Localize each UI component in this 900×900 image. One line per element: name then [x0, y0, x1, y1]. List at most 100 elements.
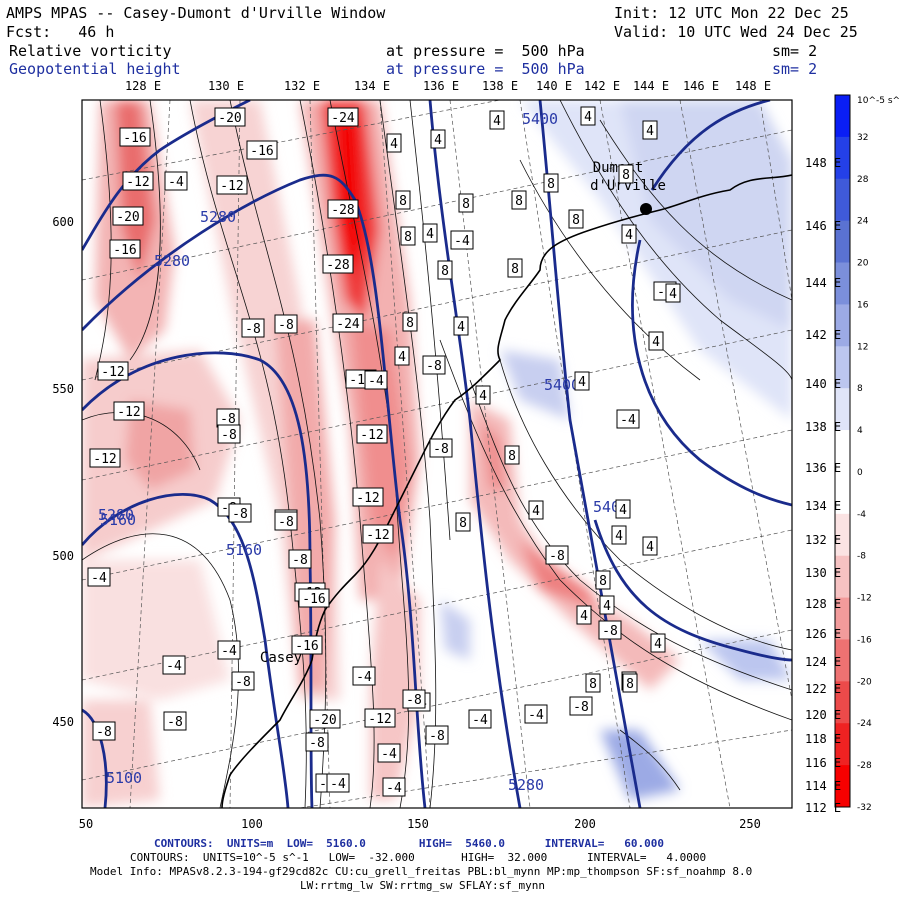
colorbar-label: 16	[857, 300, 869, 310]
top-lon-label: 128 E	[125, 79, 161, 93]
svg-text:8: 8	[462, 197, 470, 212]
svg-text:4: 4	[646, 124, 654, 139]
colorbar-label: -20	[857, 677, 872, 687]
colorbar-swatch	[835, 681, 850, 724]
colorbar-swatch	[835, 262, 850, 305]
svg-text:-12: -12	[356, 491, 379, 506]
field1-name: Relative vorticity	[9, 42, 172, 60]
vorticity-value-label: -4	[468, 709, 492, 729]
svg-text:4: 4	[584, 110, 592, 125]
colorbar-label: 12	[857, 342, 868, 352]
svg-text:-4: -4	[528, 708, 544, 723]
model-title: AMPS MPAS -- Casey-Dumont d'Urville Wind…	[6, 4, 386, 22]
svg-text:4: 4	[479, 389, 487, 404]
vorticity-value-label: 4	[650, 633, 666, 653]
right-lon-label: 146 E	[805, 219, 841, 233]
svg-text:4: 4	[578, 375, 586, 390]
right-lon-label: 114 E	[805, 779, 841, 793]
colorbar-label: 28	[857, 175, 869, 185]
height-contour-label: 5280	[154, 252, 190, 270]
model-info: Model Info: MPASv8.2.3-194-gf29cd82c CU:…	[90, 865, 753, 878]
svg-text:-8: -8	[406, 693, 422, 708]
colorbar-label: -32	[857, 803, 872, 813]
vorticity-value-label: -8	[217, 424, 241, 444]
svg-text:-8: -8	[429, 729, 445, 744]
svg-text:4: 4	[654, 637, 662, 652]
vorticity-value-label: -4	[326, 773, 350, 793]
field1-level: at pressure = 500 hPa	[386, 42, 585, 60]
colorbar-label: 20	[857, 259, 869, 269]
vorticity-value-label: 4	[574, 371, 590, 391]
vorticity-value-label: 8	[455, 512, 471, 532]
vorticity-value-label: 8	[395, 190, 411, 210]
vorticity-value-label: 4	[615, 499, 631, 519]
station-label: Dumont	[593, 160, 644, 176]
vorticity-value-label: -4	[164, 171, 188, 191]
svg-text:-8: -8	[602, 624, 618, 639]
vorticity-value-label: -12	[89, 448, 121, 468]
vorticity-value-label: -28	[322, 254, 354, 274]
height-contour-label: 5160	[226, 541, 262, 559]
bottom-grid-label: 200	[574, 817, 596, 831]
svg-text:-8: -8	[232, 507, 248, 522]
colorbar-label: -12	[857, 594, 872, 604]
svg-text:-16: -16	[295, 639, 318, 654]
bottom-grid-label: 100	[241, 817, 263, 831]
vorticity-value-label: -4	[616, 409, 640, 429]
right-lon-label: 144 E	[805, 276, 841, 290]
colorbar-swatch	[835, 388, 850, 431]
colorbar-swatch	[835, 471, 850, 515]
vorticity-value-label: 8	[511, 190, 527, 210]
svg-text:-8: -8	[220, 412, 236, 427]
vorticity-value-label: 8	[585, 673, 601, 693]
vorticity-value-label: 4	[576, 605, 592, 625]
svg-text:-12: -12	[93, 452, 116, 467]
right-lon-label: 118 E	[805, 732, 841, 746]
colorbar-swatch	[835, 430, 850, 473]
vorticity-value-label: 4	[422, 223, 438, 243]
svg-text:-8: -8	[292, 553, 308, 568]
colorbar-label: 32	[857, 133, 868, 143]
vorticity-value-label: 4	[642, 536, 658, 556]
colorbar-label: -16	[857, 635, 872, 645]
svg-text:-8: -8	[433, 442, 449, 457]
vorticity-value-label: -12	[216, 175, 248, 195]
bottom-grid-label: 50	[79, 817, 93, 831]
colorbar-unit: 10^-5 s^-1	[857, 96, 900, 106]
vorticity-value-label: 4	[430, 129, 446, 149]
right-lon-label: 138 E	[805, 420, 841, 434]
svg-text:-20: -20	[116, 210, 139, 225]
bottom-grid-label: 150	[407, 817, 429, 831]
colorbar: 10^-5 s^-1 32 28 24 20 16 12 8 4 0 -4 -8 -12 -16 -20 -2…	[834, 94, 900, 813]
vorticity-value-label: -20	[112, 206, 144, 226]
colorbar-swatch	[835, 346, 850, 389]
right-lon-label: 148 E	[805, 156, 841, 170]
svg-text:-16: -16	[250, 144, 273, 159]
svg-text:4: 4	[580, 609, 588, 624]
svg-text:8: 8	[572, 213, 580, 228]
svg-text:-20: -20	[313, 713, 336, 728]
height-contour-label: 5280	[98, 506, 134, 524]
vorticity-contour-info: CONTOURS: UNITS=10^-5 s^-1 LOW= -32.000 …	[130, 851, 707, 864]
svg-text:-4: -4	[166, 659, 182, 674]
vorticity-value-label: -8	[425, 725, 449, 745]
colorbar-swatch	[835, 220, 850, 264]
vorticity-value-label: -16	[298, 588, 330, 608]
right-lon-label: 140 E	[805, 377, 841, 391]
vorticity-value-label: 4	[489, 110, 505, 130]
svg-text:4: 4	[390, 137, 398, 152]
vorticity-value-label: -8	[402, 689, 426, 709]
svg-text:-4: -4	[472, 713, 488, 728]
bottom-grid-label: 250	[739, 817, 761, 831]
right-lon-label: 142 E	[805, 328, 841, 342]
top-lon-label: 132 E	[284, 79, 320, 93]
field2-smooth: sm= 2	[772, 60, 818, 78]
field2-level: at pressure = 500 hPa	[386, 60, 585, 78]
top-lon-label: 144 E	[633, 79, 669, 93]
right-lon-label: 126 E	[805, 627, 841, 641]
svg-text:-8: -8	[278, 515, 294, 530]
vorticity-value-label: -4	[377, 743, 401, 763]
colorbar-label: 8	[857, 384, 863, 394]
svg-text:-4: -4	[620, 413, 636, 428]
colorbar-swatch	[835, 723, 850, 766]
